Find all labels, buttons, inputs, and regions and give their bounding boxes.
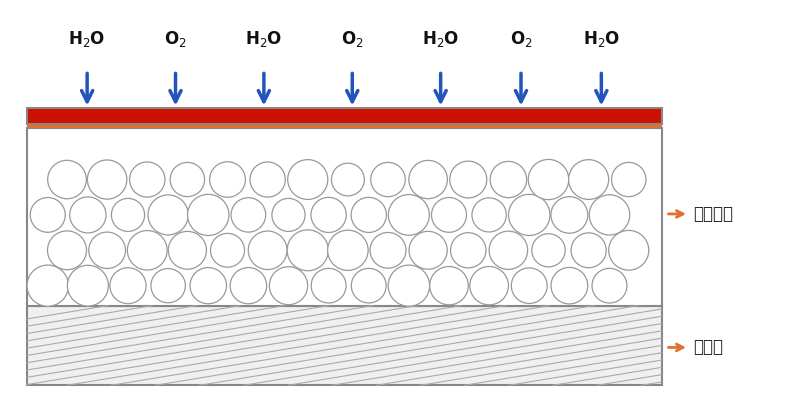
Ellipse shape: [512, 198, 547, 232]
Ellipse shape: [50, 163, 84, 196]
Ellipse shape: [328, 160, 367, 199]
Bar: [27, 124, 662, 128]
Ellipse shape: [371, 233, 405, 268]
Ellipse shape: [430, 267, 468, 304]
Ellipse shape: [608, 159, 650, 200]
Text: H$_2$O: H$_2$O: [582, 29, 620, 48]
Ellipse shape: [130, 162, 164, 197]
Ellipse shape: [409, 160, 447, 199]
Ellipse shape: [210, 234, 244, 267]
Text: O$_2$: O$_2$: [341, 29, 363, 48]
Ellipse shape: [170, 233, 205, 267]
Ellipse shape: [472, 269, 506, 303]
Text: O$_2$: O$_2$: [164, 29, 187, 48]
Ellipse shape: [570, 161, 607, 198]
Ellipse shape: [110, 197, 146, 233]
Ellipse shape: [511, 268, 547, 303]
Ellipse shape: [310, 196, 348, 234]
Text: H$_2$O: H$_2$O: [245, 29, 282, 48]
Ellipse shape: [349, 267, 388, 305]
Ellipse shape: [530, 232, 567, 269]
Ellipse shape: [552, 198, 587, 232]
Ellipse shape: [248, 230, 288, 271]
Ellipse shape: [128, 231, 167, 269]
Ellipse shape: [247, 159, 288, 200]
Ellipse shape: [331, 233, 365, 267]
Ellipse shape: [28, 195, 68, 235]
Ellipse shape: [392, 269, 426, 303]
Ellipse shape: [491, 162, 526, 197]
Bar: [27, 107, 662, 124]
Ellipse shape: [608, 230, 649, 271]
Text: 防腥涂层: 防腥涂层: [693, 205, 733, 223]
Ellipse shape: [71, 198, 104, 231]
Bar: [27, 107, 662, 124]
Ellipse shape: [571, 233, 606, 268]
Ellipse shape: [111, 268, 146, 303]
Ellipse shape: [553, 269, 587, 303]
Ellipse shape: [489, 231, 527, 269]
Ellipse shape: [408, 230, 448, 270]
Ellipse shape: [50, 233, 84, 267]
Ellipse shape: [430, 196, 468, 234]
Ellipse shape: [592, 198, 627, 232]
Ellipse shape: [450, 161, 487, 198]
Ellipse shape: [148, 195, 188, 234]
Ellipse shape: [590, 266, 629, 305]
Bar: [27, 305, 662, 385]
Ellipse shape: [349, 195, 388, 234]
Ellipse shape: [71, 269, 104, 302]
Ellipse shape: [228, 195, 269, 235]
Ellipse shape: [170, 162, 205, 197]
Ellipse shape: [191, 269, 226, 303]
Ellipse shape: [28, 266, 68, 305]
Ellipse shape: [530, 161, 567, 198]
Ellipse shape: [449, 231, 488, 269]
Text: O$_2$: O$_2$: [510, 29, 532, 48]
Ellipse shape: [87, 159, 128, 200]
Ellipse shape: [150, 267, 187, 304]
Ellipse shape: [190, 197, 227, 233]
Ellipse shape: [371, 162, 405, 197]
Ellipse shape: [309, 266, 349, 305]
Ellipse shape: [471, 197, 507, 233]
Ellipse shape: [290, 233, 325, 268]
Ellipse shape: [229, 266, 268, 305]
Ellipse shape: [270, 267, 307, 304]
Ellipse shape: [270, 196, 307, 234]
Text: 锤基材: 锤基材: [693, 339, 723, 356]
Text: H$_2$O: H$_2$O: [69, 29, 106, 48]
Ellipse shape: [210, 161, 246, 198]
Ellipse shape: [291, 163, 324, 196]
Bar: [27, 128, 662, 305]
Text: H$_2$O: H$_2$O: [422, 29, 460, 48]
Ellipse shape: [389, 196, 429, 234]
Ellipse shape: [88, 232, 125, 269]
